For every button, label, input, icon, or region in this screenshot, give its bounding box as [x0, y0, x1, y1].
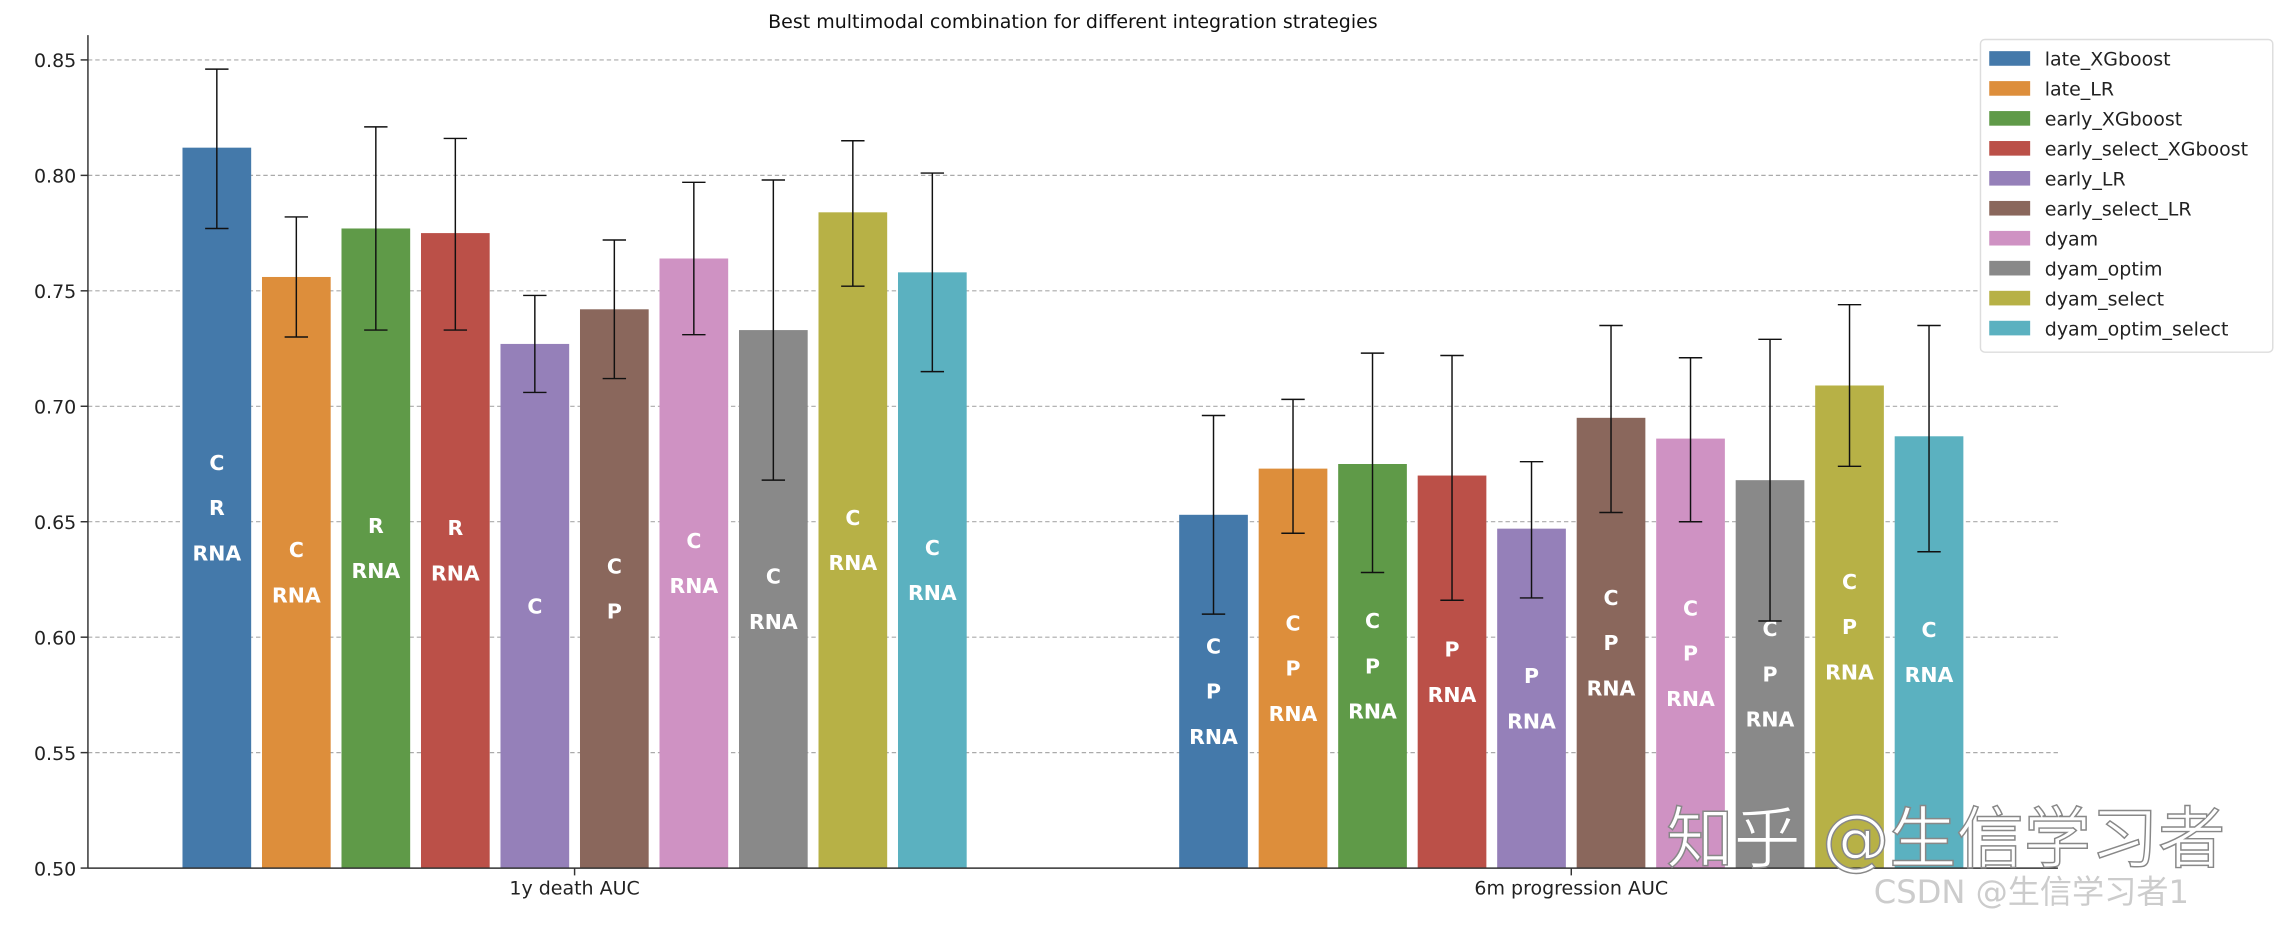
bar-label: RNA [272, 583, 321, 607]
y-tick-label: 0.70 [34, 397, 76, 419]
bar-label: RNA [1189, 725, 1238, 749]
bar-label: RNA [1587, 677, 1636, 701]
bars: CRRNACPRNACRNACPRNARRNACPRNARRNAPRNACPRN… [182, 68, 1964, 869]
legend-label: early_select_LR [2045, 199, 2192, 221]
bar-label: C [607, 554, 622, 578]
watermark-zhihu: 知乎 @生信学习者 [1666, 800, 2225, 878]
bar [579, 309, 649, 869]
bar-label: C [1286, 611, 1301, 635]
y-tick-label: 0.55 [34, 743, 76, 765]
bar-label: RNA [1905, 663, 1954, 687]
legend-swatch [1989, 51, 2031, 66]
bar [341, 228, 411, 869]
bar-label: RNA [749, 610, 798, 634]
bar [420, 233, 490, 869]
bar-label: RNA [908, 581, 957, 605]
bar-label: RNA [670, 574, 719, 598]
bar-label: C [289, 538, 304, 562]
chart-title: Best multimodal combination for differen… [768, 11, 1378, 33]
bar-label: RNA [192, 541, 241, 565]
legend-swatch [1989, 290, 2031, 306]
bar-label: C [1683, 596, 1698, 620]
legend-swatch [1989, 111, 2031, 126]
legend-swatch [1989, 81, 2031, 96]
x-tick-label: 6m progression AUC [1474, 877, 1668, 899]
bar-label: P [1365, 654, 1380, 678]
bar-label: RNA [1746, 708, 1795, 732]
bar-label: RNA [351, 559, 400, 583]
bar-label: P [1604, 631, 1619, 655]
y-tick-label: 0.65 [34, 512, 76, 534]
bar [818, 212, 888, 869]
bar-label: RNA [1666, 687, 1715, 711]
legend-label: early_select_XGboost [2045, 139, 2248, 161]
bar-label: C [686, 529, 701, 553]
bar-label: P [1286, 657, 1301, 681]
bar-label: RNA [431, 562, 480, 586]
bar-label: P [1524, 664, 1539, 688]
bar [1258, 468, 1328, 869]
y-tick-label: 0.85 [34, 50, 76, 72]
legend-label: dyam_select [2045, 288, 2164, 310]
bar-label: C [1842, 570, 1857, 594]
y-tick-label: 0.50 [34, 858, 76, 880]
bar-label: C [1206, 634, 1221, 658]
bar-label: RNA [1507, 709, 1556, 733]
bar-label: P [1683, 642, 1698, 666]
bar-label: RNA [829, 551, 878, 575]
bar-label: RNA [1428, 683, 1477, 707]
bar-label: C [1365, 609, 1380, 633]
watermark-csdn: CSDN @生信学习者1 [1874, 873, 2189, 911]
legend-swatch [1989, 200, 2031, 216]
bar-label: C [845, 506, 860, 530]
legend-label: dyam_optim_select [2045, 318, 2229, 340]
y-tick-label: 0.60 [34, 627, 76, 649]
bar-label: P [1206, 680, 1221, 704]
y-tick-label: 0.80 [34, 166, 76, 188]
legend-label: early_LR [2045, 169, 2126, 191]
bar-label: C [925, 536, 940, 560]
legend-swatch [1989, 230, 2031, 246]
bar-label: C [209, 451, 224, 475]
legend-swatch [1989, 320, 2031, 336]
bar-label: P [607, 600, 622, 624]
bar-label: R [209, 496, 225, 520]
legend-label: late_XGboost [2045, 49, 2171, 71]
legend-swatch [1989, 141, 2031, 156]
legend: late_XGboost late_LR early_XGboost early_se… [1979, 38, 2274, 353]
bar-label: P [1763, 662, 1778, 686]
y-axis: 0.50 0.55 0.60 0.65 0.70 0.75 0.80 0.85 [34, 35, 89, 880]
x-axis: 1y death AUC 6m progression AUC [87, 867, 2058, 899]
legend-swatch [1989, 260, 2031, 276]
legend-box [1979, 38, 2274, 353]
legend-label: late_LR [2045, 79, 2114, 101]
bar-label: P [1842, 615, 1857, 639]
x-tick-label: 1y death AUC [509, 877, 639, 899]
legend-label: dyam [2045, 229, 2098, 251]
bar-label: RNA [1825, 660, 1874, 684]
bar-label: C [766, 565, 781, 589]
bar-label: P [1445, 637, 1460, 661]
y-tick-label: 0.75 [34, 281, 76, 303]
bar [659, 258, 729, 869]
bar [182, 147, 252, 869]
bar [500, 343, 570, 869]
bar-label: C [527, 594, 542, 618]
bar-label: C [1763, 617, 1778, 641]
bar-label: R [368, 514, 384, 538]
bar-label: R [447, 516, 463, 540]
bar-label: RNA [1269, 702, 1318, 726]
legend-label: dyam_optim [2045, 258, 2163, 280]
legend-swatch [1989, 170, 2031, 186]
legend-label: early_XGboost [2045, 109, 2182, 131]
bar-label: RNA [1348, 700, 1397, 724]
bar-label: C [1922, 618, 1937, 642]
bar [261, 276, 331, 869]
bar-label: C [1604, 586, 1619, 610]
